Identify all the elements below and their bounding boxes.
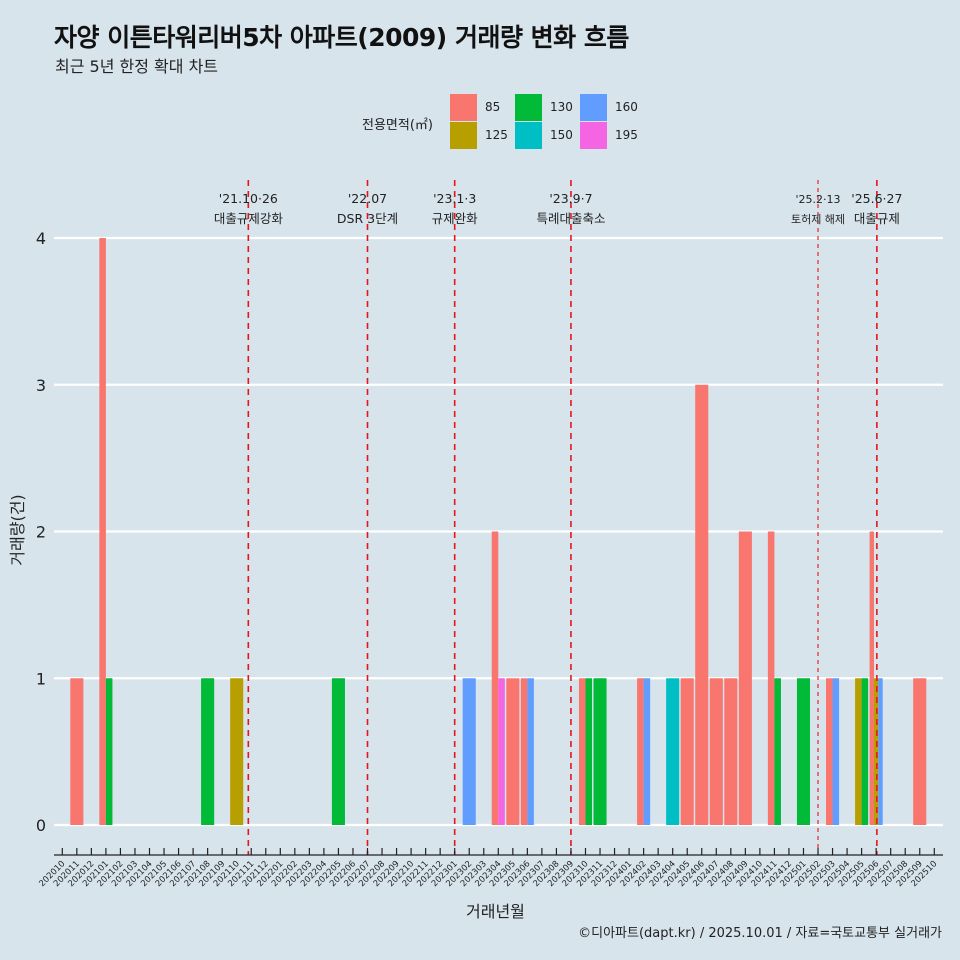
bar-202108-130 bbox=[201, 678, 215, 825]
legend-swatch-125 bbox=[450, 122, 477, 149]
legend-swatch-195 bbox=[580, 122, 607, 149]
bar-202101-85 bbox=[99, 238, 106, 825]
bar-202302-160 bbox=[462, 678, 476, 825]
bar-202501-130 bbox=[796, 678, 811, 825]
event-date-label: '25.2·13 bbox=[796, 193, 841, 206]
bar-202305-85 bbox=[506, 678, 520, 825]
bar-202505-130 bbox=[861, 678, 869, 825]
event-text-label: 규제완화 bbox=[432, 211, 479, 226]
bar-202503-160 bbox=[832, 678, 840, 825]
bar-202505-125 bbox=[855, 678, 862, 825]
legend-label-85: 85 bbox=[485, 100, 501, 114]
bar-202311-130 bbox=[593, 678, 607, 825]
legend-label-125: 125 bbox=[485, 128, 508, 142]
y-tick-label: 1 bbox=[36, 669, 46, 688]
legend-label-150: 150 bbox=[550, 128, 573, 142]
y-axis-label: 거래량(건) bbox=[8, 494, 27, 566]
bar-202404-150 bbox=[666, 678, 680, 825]
bar-202011-85 bbox=[70, 678, 84, 825]
legend-label-130: 130 bbox=[550, 100, 573, 114]
y-tick-label: 0 bbox=[36, 816, 46, 835]
legend-swatch-160 bbox=[580, 94, 607, 121]
y-tick-label: 2 bbox=[36, 523, 46, 542]
legend-label-160: 160 bbox=[615, 100, 638, 114]
bar-202405-85 bbox=[680, 678, 694, 825]
bar-202306-160 bbox=[527, 678, 534, 825]
event-date-label: '25.6·27 bbox=[851, 191, 902, 206]
bar-202205-130 bbox=[331, 678, 345, 825]
bar-202310-130 bbox=[585, 678, 593, 825]
event-date-label: '23.1·3 bbox=[433, 191, 476, 206]
bar-202304-195 bbox=[498, 678, 505, 825]
event-text-label: 대출규제강화 bbox=[214, 211, 284, 226]
legend-title: 전용면적(㎡) bbox=[362, 118, 433, 133]
bar-202306-85 bbox=[520, 678, 528, 825]
source-caption: ©디아파트(dapt.kr) / 2025.10.01 / 자료=국토교통부 실… bbox=[578, 926, 942, 941]
event-date-label: '23.9·7 bbox=[549, 191, 592, 206]
bar-202304-85 bbox=[491, 531, 499, 825]
legend-swatch-85 bbox=[450, 94, 477, 121]
bar-202402-160 bbox=[643, 678, 651, 825]
bar-202509-85 bbox=[913, 678, 927, 825]
y-tick-label: 4 bbox=[36, 229, 46, 248]
bar-202411-85 bbox=[767, 531, 775, 825]
bar-202110-125 bbox=[230, 678, 244, 825]
event-text-label: DSR 3단계 bbox=[337, 211, 398, 226]
bar-202411-130 bbox=[774, 678, 781, 825]
bar-202406-85 bbox=[695, 384, 709, 825]
legend-swatch-130 bbox=[515, 94, 542, 121]
event-text-label: 특례대출축소 bbox=[536, 211, 605, 226]
chart-subtitle: 최근 5년 한정 확대 차트 bbox=[55, 57, 219, 76]
bar-202503-85 bbox=[826, 678, 833, 825]
event-text-label: 토허제 해제 bbox=[791, 212, 845, 226]
bar-202407-85 bbox=[709, 678, 723, 825]
bar-202310-85 bbox=[578, 678, 586, 825]
event-text-label: 대출규제 bbox=[854, 211, 900, 226]
bar-202409-85 bbox=[738, 531, 752, 825]
legend-label-195: 195 bbox=[615, 128, 638, 142]
event-date-label: '21.10·26 bbox=[219, 191, 278, 206]
bar-202506-160 bbox=[878, 678, 883, 825]
bar-202402-85 bbox=[637, 678, 644, 825]
bar-202408-85 bbox=[724, 678, 738, 825]
bar-202101-130 bbox=[105, 678, 113, 825]
legend-swatch-150 bbox=[515, 122, 542, 149]
x-axis-label: 거래년월 bbox=[466, 902, 525, 921]
event-date-label: '22.07 bbox=[348, 191, 387, 206]
bar-202506-125 bbox=[873, 678, 879, 825]
chart-title: 자양 이튼타워리버5차 아파트(2009) 거래량 변화 흐름 bbox=[54, 23, 629, 52]
y-tick-label: 3 bbox=[36, 376, 46, 395]
bar-202506-85 bbox=[869, 531, 874, 825]
